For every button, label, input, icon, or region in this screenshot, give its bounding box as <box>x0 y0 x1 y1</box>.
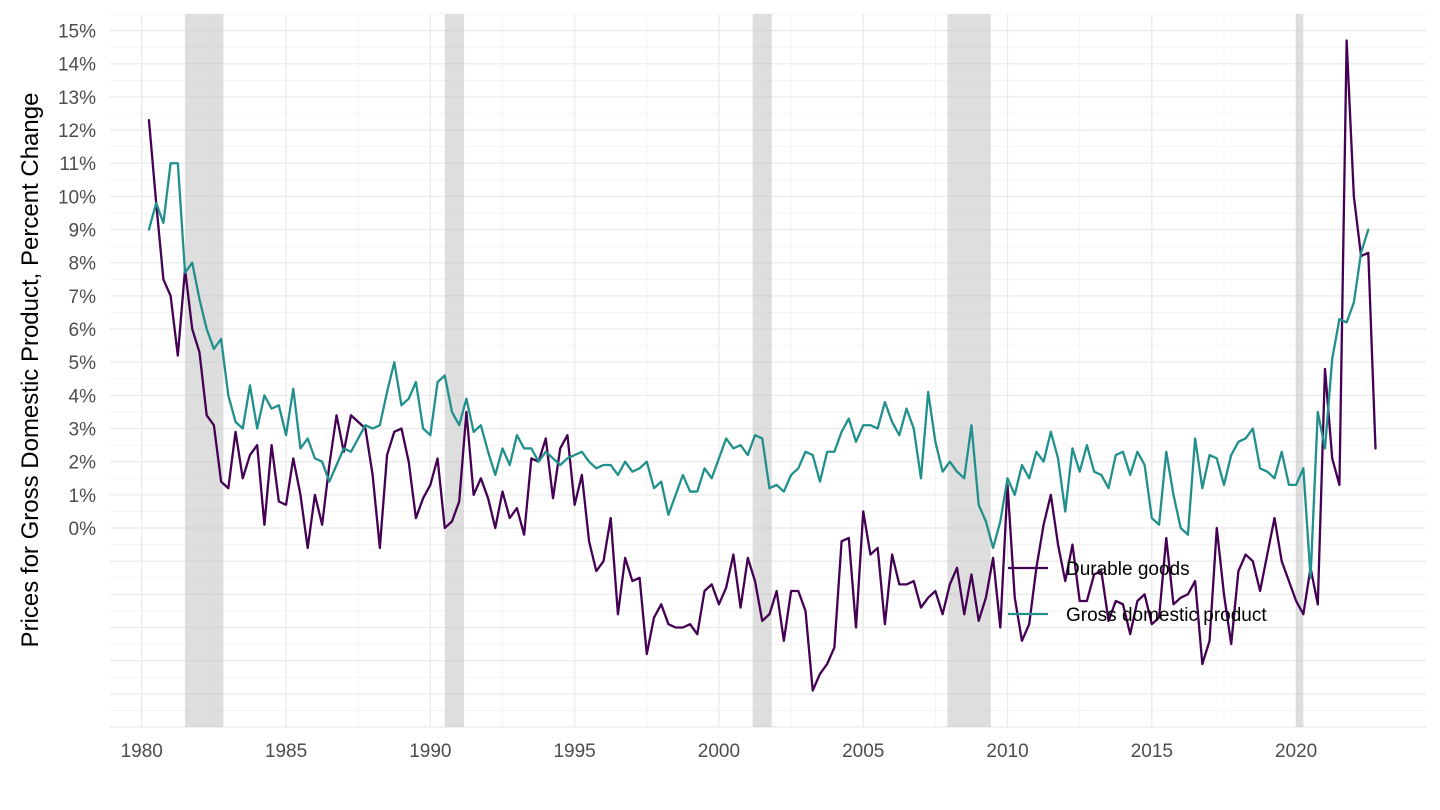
y-tick-label: 2% <box>69 453 97 474</box>
y-tick-label: 14% <box>58 55 96 76</box>
y-tick-label: 10% <box>58 187 96 208</box>
recession-band <box>947 14 991 727</box>
x-tick-label: 1980 <box>121 741 163 762</box>
recession-band <box>444 14 465 727</box>
x-tick-label: 2005 <box>842 741 884 762</box>
series-lines <box>147 39 1377 692</box>
y-tick-label: 4% <box>69 386 97 407</box>
x-tick-label: 2010 <box>986 741 1028 762</box>
y-tick-label: 1% <box>69 486 97 507</box>
y-tick-label: 5% <box>69 353 97 374</box>
y-axis-tick-labels: 0% 1% 2% 3% 4% 5% 6% 7% 8% 9% 10% 11% 12% 13% 14% 15% <box>58 22 96 540</box>
series-line-gross-domestic-product <box>147 162 1370 579</box>
x-tick-label: 2000 <box>698 741 740 762</box>
y-tick-label: 8% <box>69 254 97 275</box>
y-tick-label: 0% <box>69 519 97 540</box>
x-tick-label: 2020 <box>1275 741 1317 762</box>
recession-band <box>752 14 772 727</box>
x-tick-label: 2015 <box>1131 741 1173 762</box>
y-tick-label: 13% <box>58 88 96 109</box>
series-line-durable-goods <box>147 39 1377 692</box>
recession-band <box>1296 14 1304 727</box>
y-tick-label: 12% <box>58 121 96 142</box>
x-tick-label: 1985 <box>265 741 307 762</box>
legend-label-gross-domestic-product: Gross domestic product <box>1066 605 1267 626</box>
y-tick-label: 6% <box>69 320 97 341</box>
x-tick-label: 1995 <box>553 741 595 762</box>
legend-label-durable-goods: Durable goods <box>1066 559 1190 580</box>
y-tick-label: 3% <box>69 420 97 441</box>
x-tick-label: 1990 <box>409 741 451 762</box>
y-tick-label: 7% <box>69 287 97 308</box>
y-tick-label: 11% <box>59 154 96 175</box>
recession-band <box>185 14 224 727</box>
x-axis-tick-labels: 1980 1985 1990 1995 2000 2005 2010 2015 2020 <box>121 741 1318 762</box>
y-tick-label: 15% <box>58 22 96 43</box>
legend: Durable goods Gross domestic product <box>1008 559 1267 626</box>
y-tick-label: 9% <box>69 221 97 242</box>
y-axis-title: Prices for Gross Domestic Product, Perce… <box>17 93 44 648</box>
